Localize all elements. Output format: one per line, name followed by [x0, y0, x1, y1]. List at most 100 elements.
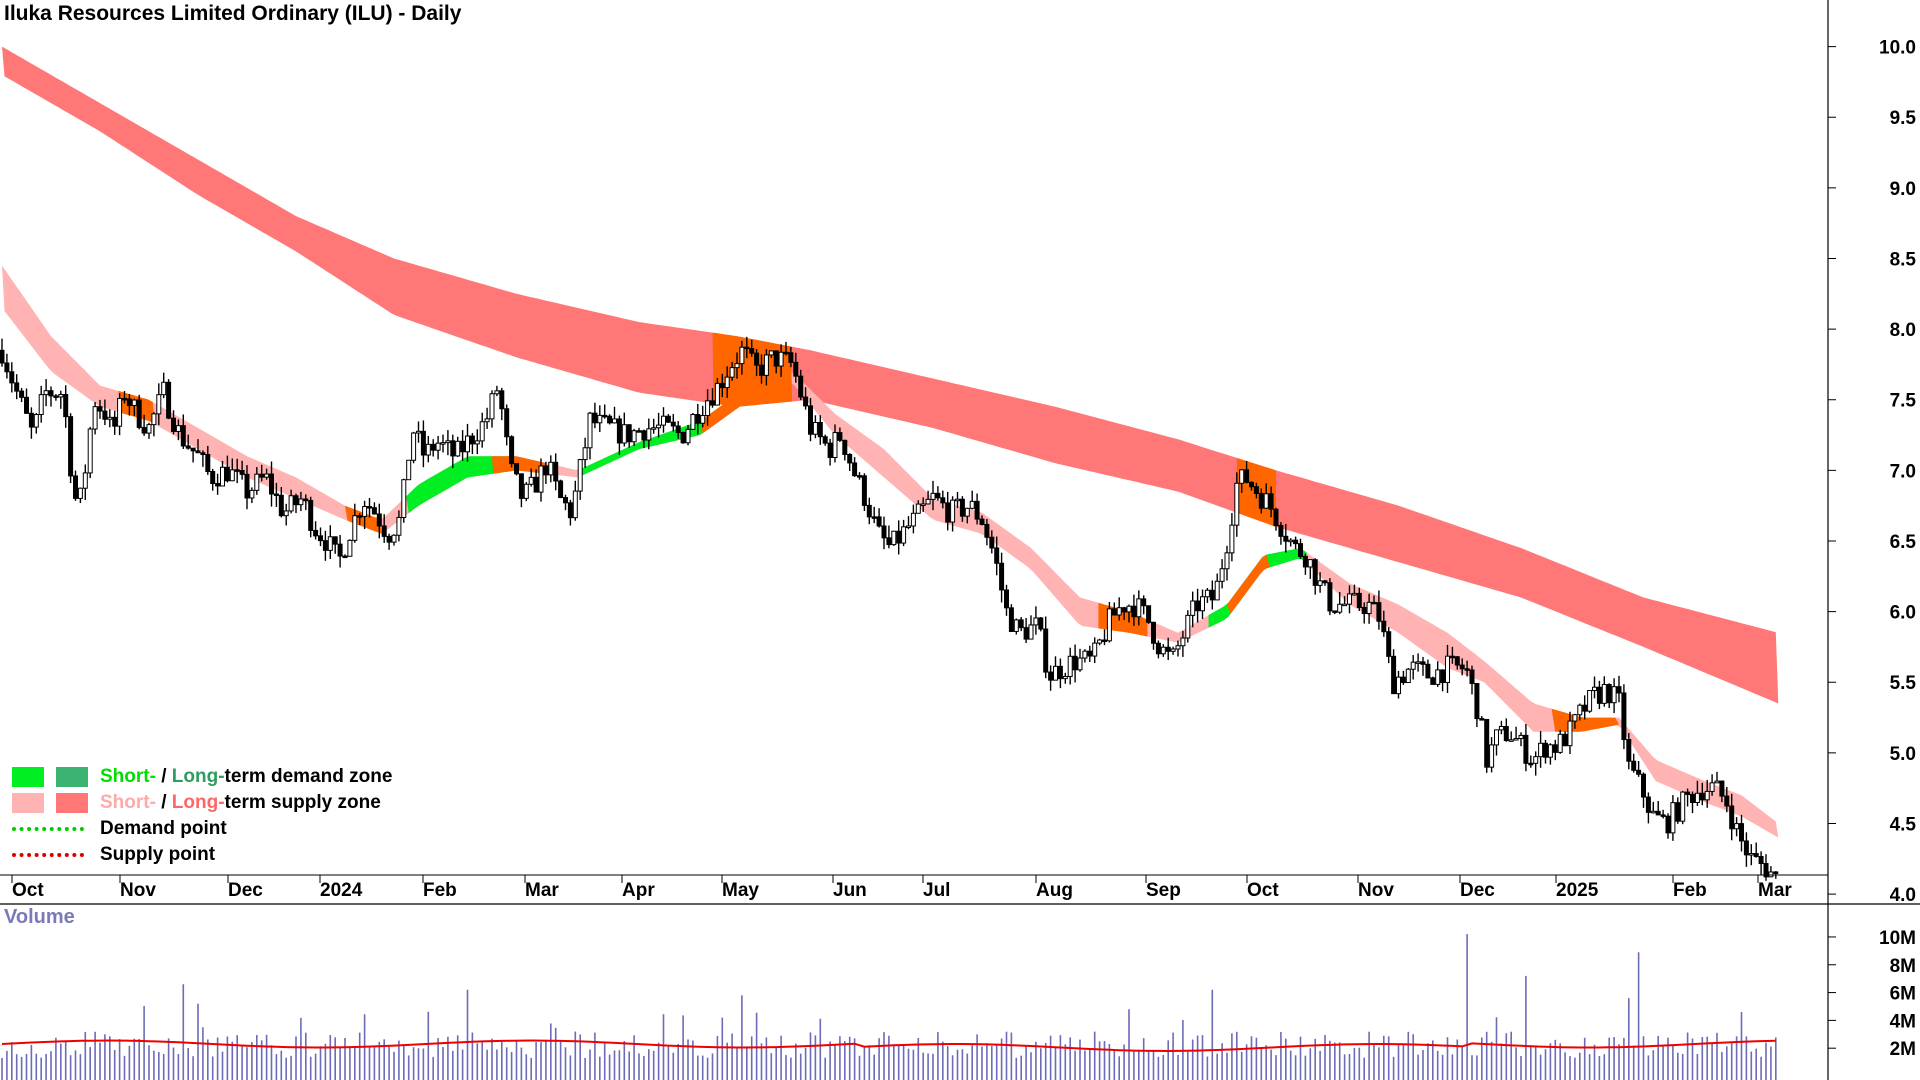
candle — [866, 497, 872, 525]
candle-body — [1077, 657, 1083, 671]
candle — [999, 552, 1005, 603]
candle-body — [1180, 637, 1186, 647]
candle-body — [239, 470, 245, 475]
candle-body — [1699, 792, 1705, 801]
candle-body — [1445, 655, 1450, 684]
candle — [822, 434, 828, 446]
candle — [553, 453, 559, 491]
candle-body — [1229, 524, 1235, 554]
candle-body — [675, 425, 681, 433]
candle — [220, 460, 225, 487]
legend-supply-point-text: Supply point — [100, 844, 216, 865]
candle — [1748, 844, 1754, 866]
candle-body — [1552, 744, 1558, 753]
candle-body — [974, 500, 980, 520]
candle-body — [656, 424, 662, 429]
candle-body — [24, 396, 29, 414]
volume-bars — [1, 934, 1777, 1080]
candle — [827, 438, 833, 466]
candle — [896, 520, 902, 555]
candle — [705, 389, 711, 426]
candle-body — [827, 442, 833, 458]
candle-body — [38, 394, 44, 416]
candle — [661, 407, 666, 433]
price-tick-label: 6.5 — [1890, 532, 1917, 553]
candle-body — [1337, 603, 1343, 613]
candle-body — [1018, 619, 1024, 629]
candle — [1004, 584, 1009, 616]
candle-body — [597, 414, 603, 424]
candle-body — [690, 414, 696, 430]
candle-body — [950, 499, 956, 523]
candle — [215, 473, 221, 495]
candle-body — [612, 418, 617, 424]
candle-body — [19, 390, 25, 398]
candle-body — [984, 523, 990, 538]
candle-body — [1204, 589, 1210, 598]
candle-body — [210, 471, 216, 485]
candle-body — [131, 399, 137, 406]
candle-body — [469, 435, 475, 445]
time-tick-label: Feb — [1673, 880, 1707, 901]
candle-body — [465, 435, 470, 453]
candle — [1048, 665, 1054, 691]
candle — [1631, 753, 1637, 773]
volume-label: Volume — [4, 906, 75, 928]
supply-point-line — [12, 853, 84, 857]
candle-body — [788, 352, 794, 363]
candle — [690, 412, 696, 431]
candle-body — [1082, 650, 1088, 659]
candle-body — [1650, 810, 1656, 814]
candle-body — [1494, 729, 1499, 746]
candle — [528, 468, 534, 487]
price-tick-label: 4.0 — [1890, 885, 1916, 906]
candle-body — [1543, 742, 1548, 758]
candle-body — [146, 424, 152, 434]
candle-body — [430, 443, 436, 451]
candle-body — [1739, 823, 1744, 842]
candle-body — [1523, 734, 1529, 764]
candle — [92, 402, 98, 435]
candle-body — [1577, 704, 1583, 716]
candle-body — [440, 442, 446, 445]
candle-body — [283, 510, 289, 517]
candle — [1641, 772, 1646, 808]
candle — [1528, 755, 1534, 768]
candle — [1062, 672, 1068, 684]
candle — [1195, 588, 1201, 623]
candle-body — [1469, 669, 1475, 685]
candle — [1028, 615, 1034, 640]
candle — [460, 430, 466, 461]
candle-body — [901, 526, 907, 544]
candle-body — [1244, 469, 1250, 483]
short-supply-swatch — [12, 793, 44, 813]
time-tick-label: May — [722, 880, 759, 901]
candle-body — [298, 498, 304, 506]
candle — [1538, 731, 1544, 768]
candle — [1072, 644, 1078, 683]
candle-body — [396, 516, 402, 536]
candle-body — [567, 502, 573, 519]
candle — [1592, 676, 1597, 699]
candle — [950, 496, 956, 532]
candle — [920, 497, 926, 512]
candle — [567, 499, 573, 526]
candle-body — [1410, 661, 1416, 670]
candle-body — [1190, 600, 1196, 616]
candle-body — [724, 376, 730, 389]
candle-body — [1131, 605, 1137, 618]
candle — [1244, 460, 1250, 484]
candle — [1087, 645, 1093, 662]
price-tick-label: 7.0 — [1890, 461, 1916, 482]
candle — [38, 385, 44, 423]
candle — [1410, 655, 1416, 680]
candle-body — [352, 515, 358, 541]
candle — [1278, 522, 1284, 545]
candle-body — [1097, 639, 1103, 644]
candle — [1033, 606, 1039, 635]
candle-body — [626, 424, 632, 443]
candle-body — [1435, 669, 1441, 685]
candle-body — [1376, 602, 1382, 622]
candle — [1449, 646, 1455, 664]
